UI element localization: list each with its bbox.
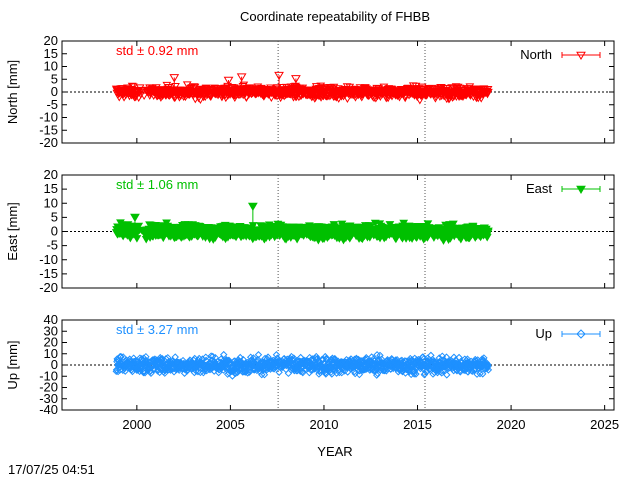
legend-label: East [526, 181, 552, 196]
std-label: std ± 0.92 mm [116, 43, 198, 58]
y-tick-label: -20 [39, 135, 58, 150]
legend-label: North [520, 47, 552, 62]
y-tick-label: 20 [44, 33, 58, 48]
std-label: std ± 3.27 mm [116, 322, 198, 337]
outlier-point [223, 76, 234, 86]
data-point [137, 86, 146, 95]
y-tick-label: -5 [46, 238, 58, 253]
x-tick-label: 2000 [122, 417, 151, 432]
y-axis-label: North [mm] [5, 60, 20, 124]
legend-marker [576, 185, 586, 194]
y-axis-label: East [mm] [5, 202, 20, 261]
y-tick-label: 10 [44, 195, 58, 210]
data-point [132, 235, 142, 243]
outlier-point [291, 75, 301, 84]
data-point [170, 94, 180, 102]
y-tick-label: 20 [44, 167, 58, 182]
data-point [127, 82, 137, 91]
outlier-point [236, 73, 247, 82]
data-point [123, 84, 133, 93]
data-point [443, 84, 452, 93]
y-tick-label: 15 [44, 181, 58, 196]
data-point [324, 92, 334, 101]
y-tick-label: -5 [46, 97, 58, 112]
legend-label: Up [535, 326, 552, 341]
y-tick-label: -40 [39, 402, 58, 417]
data-point [455, 84, 465, 93]
x-tick-label: 2005 [216, 417, 245, 432]
std-label: std ± 1.06 mm [116, 177, 198, 192]
y-tick-label: 5 [51, 209, 58, 224]
y-tick-label: -10 [39, 252, 58, 267]
x-axis-label: YEAR [317, 444, 352, 459]
data-point [484, 88, 493, 97]
y-tick-label: 15 [44, 46, 58, 61]
y-tick-label: 0 [51, 84, 58, 99]
y-tick-label: 10 [44, 59, 58, 74]
chart-title: Coordinate repeatability of FHBB [240, 9, 430, 24]
data-point [190, 83, 200, 92]
data-point [395, 94, 404, 102]
data-points [112, 350, 493, 380]
data-point [134, 222, 144, 231]
outlier-point [169, 74, 180, 83]
x-tick-label: 2025 [590, 417, 619, 432]
x-tick-label: 2010 [310, 417, 339, 432]
data-point [411, 82, 421, 91]
data-point [383, 94, 393, 103]
data-points [111, 202, 493, 245]
data-point [284, 369, 293, 378]
data-point [210, 234, 220, 242]
data-points [111, 71, 493, 105]
timestamp: 17/07/25 04:51 [8, 462, 95, 477]
data-point [139, 92, 149, 101]
y-tick-label: -20 [39, 280, 58, 295]
y-tick-label: -15 [39, 266, 58, 281]
x-tick-label: 2020 [497, 417, 526, 432]
y-tick-label: -15 [39, 122, 58, 137]
x-tick-label: 2015 [403, 417, 432, 432]
outlier-point [274, 71, 284, 81]
y-tick-label: 5 [51, 71, 58, 86]
data-point [465, 83, 475, 91]
y-axis-label: Up [mm] [5, 340, 20, 389]
y-tick-label: -10 [39, 110, 58, 125]
legend-marker [576, 51, 586, 60]
y-tick-label: 0 [51, 224, 58, 239]
data-point [196, 96, 205, 105]
